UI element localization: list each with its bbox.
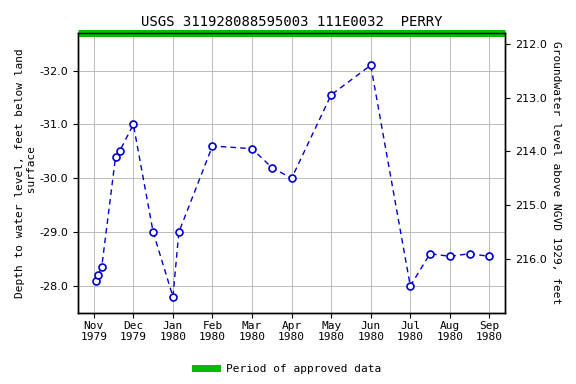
Y-axis label: Depth to water level, feet below land
 surface: Depth to water level, feet below land su…	[15, 48, 37, 298]
Legend: Period of approved data: Period of approved data	[191, 359, 385, 379]
Y-axis label: Groundwater level above NGVD 1929, feet: Groundwater level above NGVD 1929, feet	[551, 41, 561, 305]
Title: USGS 311928088595003 111E0032  PERRY: USGS 311928088595003 111E0032 PERRY	[141, 15, 442, 29]
